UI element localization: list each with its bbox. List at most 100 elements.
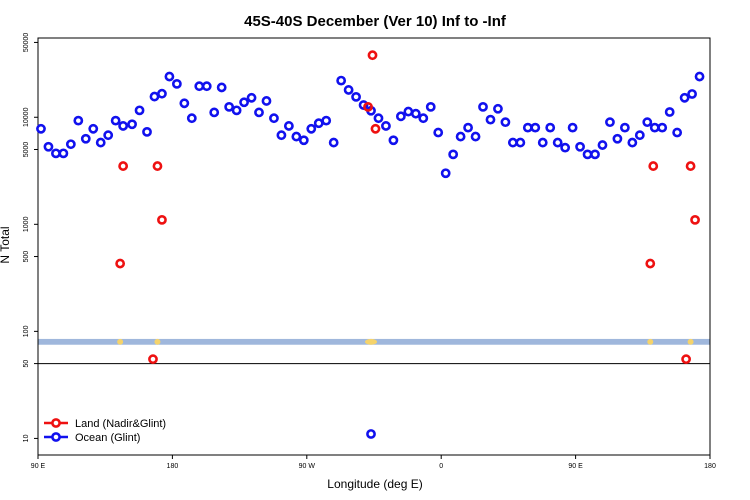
land-point <box>152 161 163 171</box>
points-layer <box>36 50 705 439</box>
ocean-point <box>142 126 152 137</box>
ocean-point <box>537 137 548 148</box>
y-tick-label: 10 <box>23 434 30 442</box>
ocean-point <box>254 107 264 118</box>
ocean-point <box>455 131 466 142</box>
ocean-point <box>433 127 444 138</box>
land-point <box>645 258 656 269</box>
y-tick-label: 50 <box>23 360 30 368</box>
ocean-point <box>110 115 121 126</box>
ocean-point <box>507 137 518 148</box>
ocean-point <box>179 98 190 109</box>
ocean-point <box>597 140 608 150</box>
ocean-point <box>410 108 421 119</box>
ocean-point <box>612 133 623 144</box>
ocean-point <box>157 88 167 99</box>
land-mask-patch <box>365 338 378 345</box>
ocean-point <box>103 130 114 141</box>
ocean-point <box>619 122 630 133</box>
ocean-point <box>388 135 399 146</box>
ocean-point <box>567 122 578 133</box>
y-tick-label: 50000 <box>23 33 30 53</box>
ocean-point <box>649 122 660 133</box>
ocean-point <box>657 122 668 133</box>
ocean-point <box>373 113 384 124</box>
ocean-point <box>582 149 593 160</box>
ocean-point <box>246 92 257 103</box>
ocean-point <box>134 105 145 116</box>
ocean-point <box>291 131 302 142</box>
ocean-point <box>351 91 361 102</box>
ocean-point <box>642 117 653 128</box>
y-tick-label: 10000 <box>23 107 30 127</box>
ocean-point <box>313 118 324 129</box>
ocean-point <box>216 82 227 93</box>
y-tick-label: 500 <box>23 251 30 263</box>
ocean-point <box>672 127 683 138</box>
ocean-point <box>440 168 451 179</box>
ocean-point <box>65 139 76 150</box>
ocean-point <box>627 137 638 148</box>
ocean-point <box>283 121 294 131</box>
y-axis-label: N Total <box>0 226 12 263</box>
ocean-point <box>186 113 197 124</box>
land-mask-patch <box>117 338 124 345</box>
ocean-point <box>343 85 354 95</box>
land-strip-layer <box>38 338 710 345</box>
ocean-point <box>605 117 615 128</box>
ocean-point <box>118 121 129 131</box>
ocean-point <box>328 137 339 148</box>
ocean-point <box>164 71 175 82</box>
land-point <box>648 161 659 171</box>
ocean-point <box>634 130 645 141</box>
ocean-point <box>306 123 317 134</box>
plot-frame <box>37 37 711 456</box>
ocean-point <box>88 123 99 134</box>
chart-title: 45S-40S December (Ver 10) Inf to -Inf <box>244 13 507 30</box>
x-tick-label: 180 <box>167 463 179 470</box>
x-tick-label: 180 <box>704 463 716 470</box>
ocean-point <box>470 131 481 142</box>
ocean-point <box>493 103 503 114</box>
ocean-point <box>36 123 46 134</box>
land-mask-patch <box>647 338 654 345</box>
ocean-point <box>73 115 84 126</box>
legend-label: Ocean (Glint) <box>75 432 140 444</box>
x-tick-label: 0 <box>439 463 443 470</box>
legend-marker <box>51 432 61 442</box>
land-point <box>367 50 378 61</box>
ocean-point <box>395 111 406 122</box>
ocean-point <box>224 101 235 112</box>
land-mask-patch <box>154 338 161 345</box>
land-point <box>370 123 381 134</box>
land-point <box>115 258 126 269</box>
ocean-point <box>51 148 61 159</box>
ocean-point <box>694 71 705 82</box>
ocean-point <box>58 148 69 159</box>
ocean-point <box>276 130 287 141</box>
x-tick-label: 90 W <box>299 463 316 470</box>
x-axis-label: Longitude (deg E) <box>327 477 422 491</box>
land-point <box>690 214 700 225</box>
x-tick-label: 90 E <box>31 463 46 470</box>
x-tick-label: 90 E <box>568 463 583 470</box>
ocean-point <box>171 78 182 89</box>
ocean-point <box>522 122 533 133</box>
ocean-point <box>418 113 429 124</box>
ocean-point <box>679 92 690 103</box>
axes-layer: 90 E 180 90 W 0 90 E 180 10 50 100 500 1000 5000 100… <box>23 33 716 470</box>
ocean-point <box>261 96 272 106</box>
ocean-point <box>530 122 541 133</box>
ocean-point <box>545 122 556 133</box>
ocean-point <box>298 135 309 146</box>
ocean-point <box>575 141 585 152</box>
y-tick-label: 100 <box>23 325 30 337</box>
ocean-point <box>552 137 563 148</box>
ocean-point <box>269 113 279 124</box>
ocean-point <box>590 149 600 160</box>
land-point <box>685 161 696 171</box>
ocean-point <box>403 106 414 117</box>
ocean-point <box>425 101 436 112</box>
ocean-point <box>127 119 137 130</box>
ocean-point <box>80 133 91 144</box>
